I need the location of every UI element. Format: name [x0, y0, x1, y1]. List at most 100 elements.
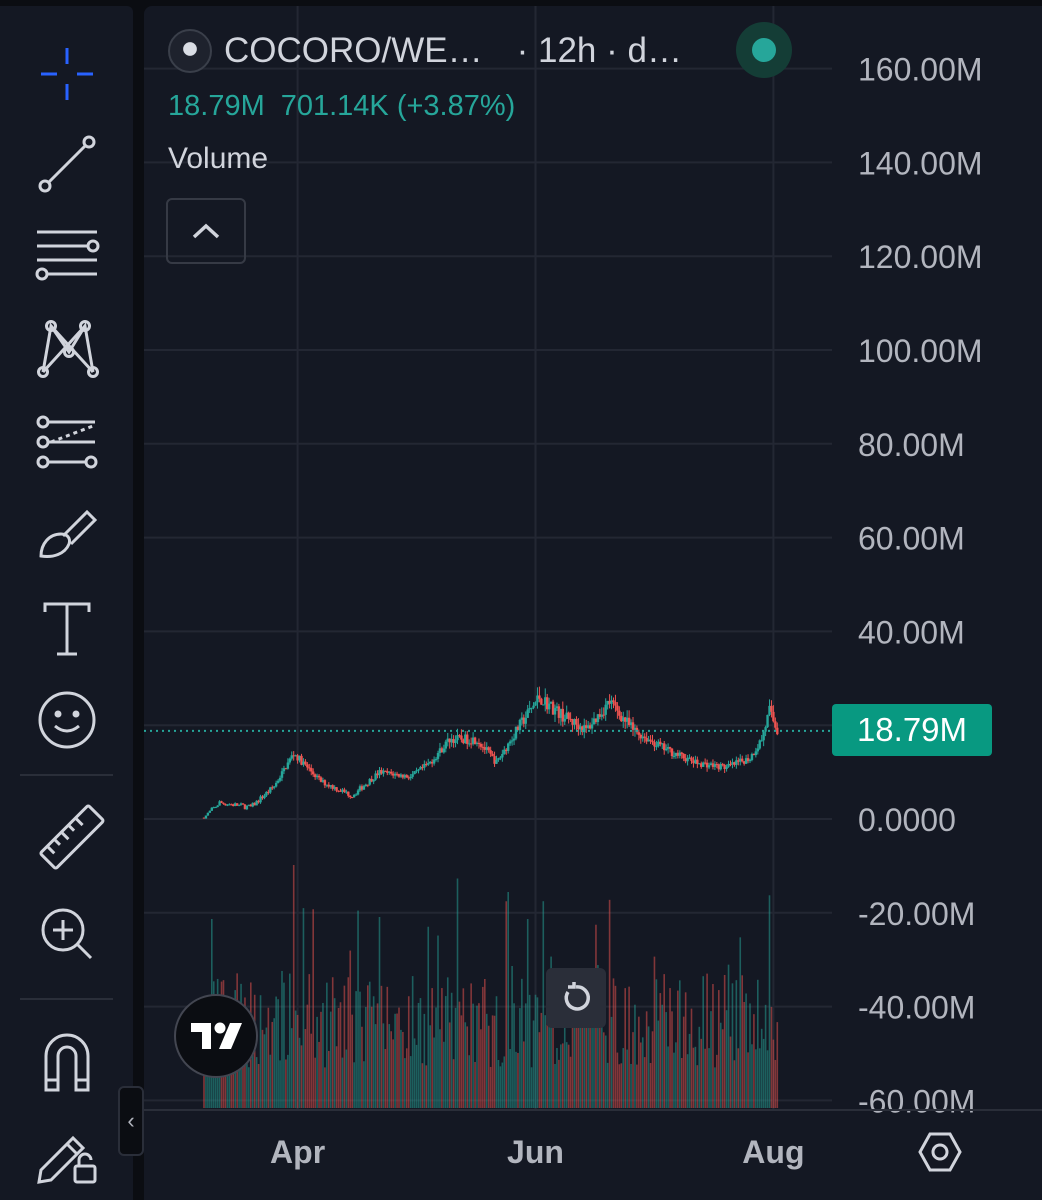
volume-bar — [320, 1011, 322, 1108]
volume-bar — [491, 1015, 494, 1108]
volume-bar — [608, 899, 611, 1108]
pair-name[interactable]: COCORO/WE… — [224, 31, 483, 70]
chart-canvas[interactable]: 160.00M 140.00M 120.00M 100.00M 80.00M 60.00M… — [144, 6, 1042, 1200]
magnet-icon[interactable] — [22, 1024, 112, 1100]
candle-body — [202, 817, 206, 819]
volume-bar — [579, 1006, 582, 1108]
tradingview-logo[interactable] — [174, 994, 258, 1078]
candle-body — [563, 718, 566, 722]
candle-body — [415, 770, 418, 772]
zoom-in-icon[interactable] — [22, 896, 112, 972]
candle-body — [493, 756, 496, 764]
volume-bar — [273, 1018, 275, 1108]
brush-icon[interactable] — [22, 496, 112, 572]
volume-bar — [768, 895, 771, 1108]
interval-label[interactable]: · 12h · d… — [516, 31, 682, 70]
volume-bar — [351, 1014, 353, 1108]
lock-drawings-icon[interactable] — [22, 1116, 112, 1192]
candle-body — [276, 780, 280, 783]
candle-body — [776, 727, 779, 735]
pattern-icon[interactable] — [22, 310, 112, 386]
volume-bar — [427, 926, 430, 1108]
prediction-icon[interactable] — [22, 404, 112, 480]
collapse-legend-button[interactable] — [166, 198, 246, 264]
text-icon[interactable] — [22, 590, 112, 666]
ruler-icon[interactable] — [22, 804, 112, 880]
candle-body — [686, 757, 689, 762]
volume-bar — [620, 1063, 623, 1108]
volume-bar — [458, 1001, 461, 1108]
volume-bar — [593, 998, 595, 1108]
fib-retracement-icon[interactable] — [22, 218, 112, 294]
candle-body — [319, 777, 323, 782]
candle-body — [356, 790, 360, 795]
volume-bar — [612, 978, 615, 1108]
market-status-icon[interactable] — [736, 22, 792, 78]
collapse-toolbar-button[interactable]: ‹ — [118, 1086, 144, 1156]
candle-body — [672, 755, 676, 757]
symbol-legend[interactable]: COCORO/WE… · 12h · d… — [168, 26, 682, 76]
crosshair-icon[interactable] — [22, 36, 112, 112]
chart-settings-button[interactable] — [912, 1124, 968, 1180]
volume-bar — [725, 1010, 728, 1108]
volume-bar — [671, 1011, 673, 1108]
volume-bar — [708, 1048, 710, 1108]
candle-body — [391, 773, 395, 776]
candle-body — [273, 786, 276, 788]
candle-body — [721, 764, 724, 766]
volume-bar — [339, 1002, 342, 1108]
volume-bar — [359, 991, 361, 1108]
last-price-badge: 18.79M — [832, 704, 992, 756]
volume-bar — [402, 1031, 404, 1108]
volume-bar — [743, 1001, 745, 1108]
candle-body — [479, 743, 483, 747]
volume-bar — [484, 978, 486, 1108]
volume-bar — [445, 996, 447, 1108]
candle-body — [226, 804, 229, 806]
reset-chart-button[interactable] — [546, 968, 606, 1028]
volume-bar — [337, 1008, 340, 1108]
y-tick-label: 100.00M — [858, 333, 983, 369]
candle-body — [561, 708, 564, 722]
y-tick-label: 140.00M — [858, 145, 983, 181]
volume-bar — [538, 1032, 541, 1108]
candle-body — [668, 747, 672, 749]
candle-body — [723, 764, 726, 769]
candle-body — [536, 695, 539, 703]
candle-body — [614, 701, 617, 706]
candle-body — [528, 708, 531, 710]
candle-body — [329, 785, 332, 787]
volume-bar — [296, 1014, 299, 1108]
volume-indicator-label[interactable]: Volume — [168, 142, 269, 175]
volume-bar — [308, 974, 311, 1108]
volume-bar — [587, 984, 589, 1108]
candle-body — [544, 697, 547, 705]
emoji-icon[interactable] — [22, 682, 112, 758]
candle-body — [622, 717, 625, 722]
volume-bar — [571, 998, 574, 1108]
volume-bar — [723, 974, 726, 1108]
candle-body — [267, 791, 270, 793]
volume-bar — [355, 991, 357, 1108]
candle-body — [643, 736, 646, 738]
volume-bar — [499, 1066, 502, 1108]
candle-body — [540, 698, 543, 705]
candle-body — [583, 725, 586, 733]
volume-bar — [774, 1059, 777, 1108]
candle-body — [313, 774, 317, 778]
trend-line-icon[interactable] — [22, 126, 112, 202]
candle-body — [230, 804, 233, 806]
volume-bar — [684, 992, 687, 1108]
volume-bar — [454, 1007, 457, 1108]
candle-body — [602, 714, 605, 716]
candle-body — [645, 737, 648, 742]
candle-body — [746, 758, 750, 762]
candle-body — [627, 717, 631, 726]
candle-body — [469, 743, 473, 745]
volume-bar — [343, 985, 346, 1108]
volume-bar — [310, 1033, 313, 1108]
volume-bar — [281, 970, 283, 1108]
candle-body — [499, 757, 502, 759]
volume-bar — [667, 1046, 669, 1108]
volume-bar — [269, 1054, 272, 1108]
